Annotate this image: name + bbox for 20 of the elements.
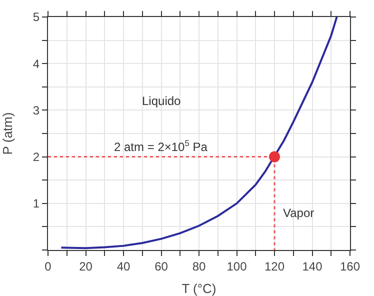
x-tick-label: 100 [226,259,248,274]
x-tick-label: 40 [116,259,130,274]
x-axis-title: T (°C) [182,281,216,296]
y-tick-label: 1 [32,196,40,211]
x-tick-label: 80 [192,259,206,274]
x-tick-label: 140 [302,259,323,274]
y-tick-label: 4 [32,56,40,71]
x-tick-label: 160 [340,259,360,274]
y-tick-label: 2 [32,150,40,164]
x-tick-label: 60 [154,259,168,274]
x-tick-label: 120 [264,259,285,274]
y-tick-label: 3 [32,103,40,118]
y-tick-label: 5 [32,10,40,24]
y-axis-title: P (atm) [0,112,15,155]
line-series [60,17,338,250]
annotation: Vapor [283,206,314,220]
x-tick-label: 0 [44,259,52,274]
x-tick-label: 20 [79,259,93,274]
annotation: 2 atm = 2×10$^{5}$ Pa [114,138,208,154]
annotation: Liquido [142,94,182,108]
